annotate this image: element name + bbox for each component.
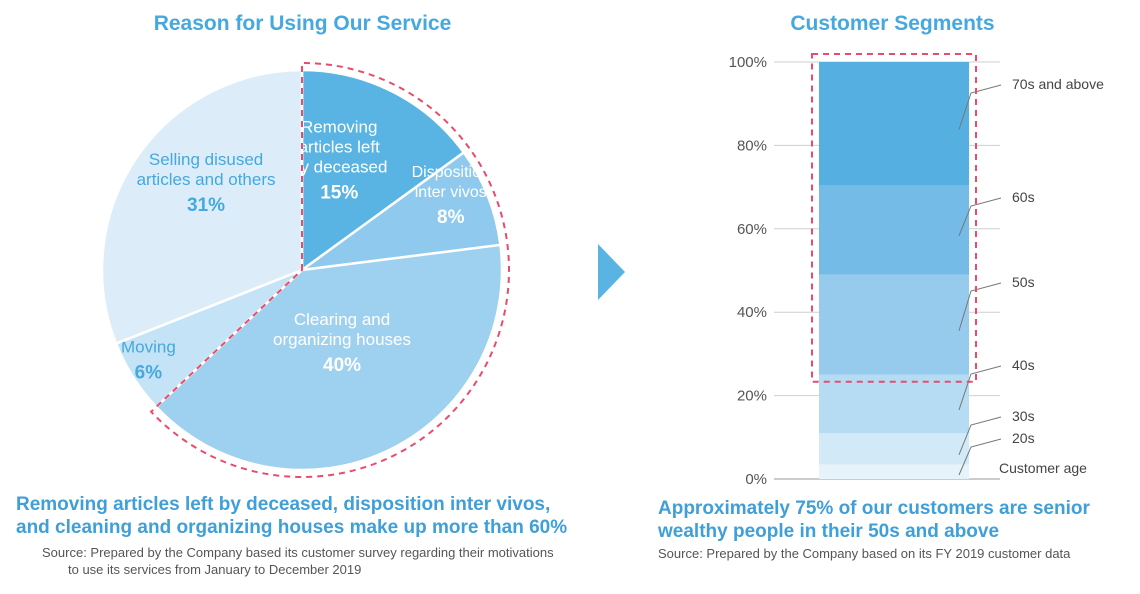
segment-label-70s-and-above: 70s and above xyxy=(1012,76,1104,92)
bar-segment-50s xyxy=(819,274,969,375)
bar-segment-20s xyxy=(819,464,969,479)
y-tick-label: 60% xyxy=(737,221,767,238)
leader-line-50s xyxy=(958,282,1002,331)
segment-label-30s: 30s xyxy=(1012,408,1035,424)
leader-line-70s-and-above xyxy=(958,84,1002,130)
bar-conclusion-line2: wealthy people in their 50s and above xyxy=(658,521,1000,542)
pie-label-clearing-and-organizing-houses: Clearing and organizing houses 40% xyxy=(273,310,411,376)
y-tick-label: 80% xyxy=(737,137,767,154)
pie-source-line1: Source: Prepared by the Company based it… xyxy=(42,545,554,560)
pie-label-disposition-inter-vivos: Disposition inter vivos 8% xyxy=(412,164,490,228)
bar-chart-title: Customer Segments xyxy=(790,12,995,35)
pie-conclusion-line2: and cleaning and organizing houses make … xyxy=(16,517,568,538)
y-tick-label: 0% xyxy=(745,471,767,488)
pie-chart: Removing articles left by deceased 15% Dispo… xyxy=(100,61,510,478)
y-tick-label: 100% xyxy=(729,54,767,71)
pie-label-moving: Moving 6% xyxy=(121,337,176,383)
segment-label-50s: 50s xyxy=(1012,274,1035,290)
pie-source-line2: to use its services from January to Dece… xyxy=(68,562,362,577)
pie-slice-disposition-inter-vivos xyxy=(301,150,502,272)
right-arrow-icon xyxy=(598,244,625,300)
leader-line-60s xyxy=(958,197,1002,237)
leader-line-20s xyxy=(958,438,1002,476)
y-tick-label: 40% xyxy=(737,304,767,321)
segment-label-60s: 60s xyxy=(1012,189,1035,205)
pie-conclusion-line1: Removing articles left by deceased, disp… xyxy=(16,494,551,515)
bar-segment-70s-and-above xyxy=(819,62,969,186)
bar-segment-40s xyxy=(819,374,969,434)
bar-conclusion-line1: Approximately 75% of our customers are s… xyxy=(658,498,1090,519)
pie-slice-removing-articles-left-by-deceased xyxy=(300,68,466,273)
bar-segment-60s xyxy=(819,185,969,275)
pie-slice-clearing-and-organizing-houses xyxy=(154,243,504,472)
pie-conclusion: Removing articles left by deceased, disp… xyxy=(16,493,616,539)
leader-line-40s xyxy=(958,365,1002,411)
bar-conclusion: Approximately 75% of our customers are s… xyxy=(658,497,1138,543)
segment-label-20s: 20s xyxy=(1012,430,1035,446)
pie-label-removing-articles-left-by-deceased: Removing articles left by deceased 15% xyxy=(291,117,387,203)
pie-slice-selling-disused-articles-and-others xyxy=(100,68,304,346)
pie-label-selling-disused-articles-and-others: Selling disused articles and others 31% xyxy=(137,150,276,216)
y-tick-label: 20% xyxy=(737,388,767,405)
pie-chart-title: Reason for Using Our Service xyxy=(153,12,452,35)
pie-source: Source: Prepared by the Company based it… xyxy=(42,544,622,578)
segment-label-40s: 40s xyxy=(1012,357,1035,373)
bar-source: Source: Prepared by the Company based on… xyxy=(658,546,1071,561)
legend-title: Customer age xyxy=(999,460,1087,476)
leader-line-30s xyxy=(958,416,1002,455)
bar-highlight-outline xyxy=(811,53,977,383)
pie-highlight-outline xyxy=(149,61,510,478)
stacked-bar-chart: 0% 20% 40% 60% 80% 100% 20s 30s 40s 50s 60s 70s and… xyxy=(729,53,1104,488)
bar-segment-30s xyxy=(819,433,969,465)
